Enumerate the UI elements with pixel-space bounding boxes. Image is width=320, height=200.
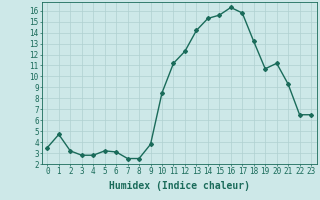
X-axis label: Humidex (Indice chaleur): Humidex (Indice chaleur): [109, 181, 250, 191]
